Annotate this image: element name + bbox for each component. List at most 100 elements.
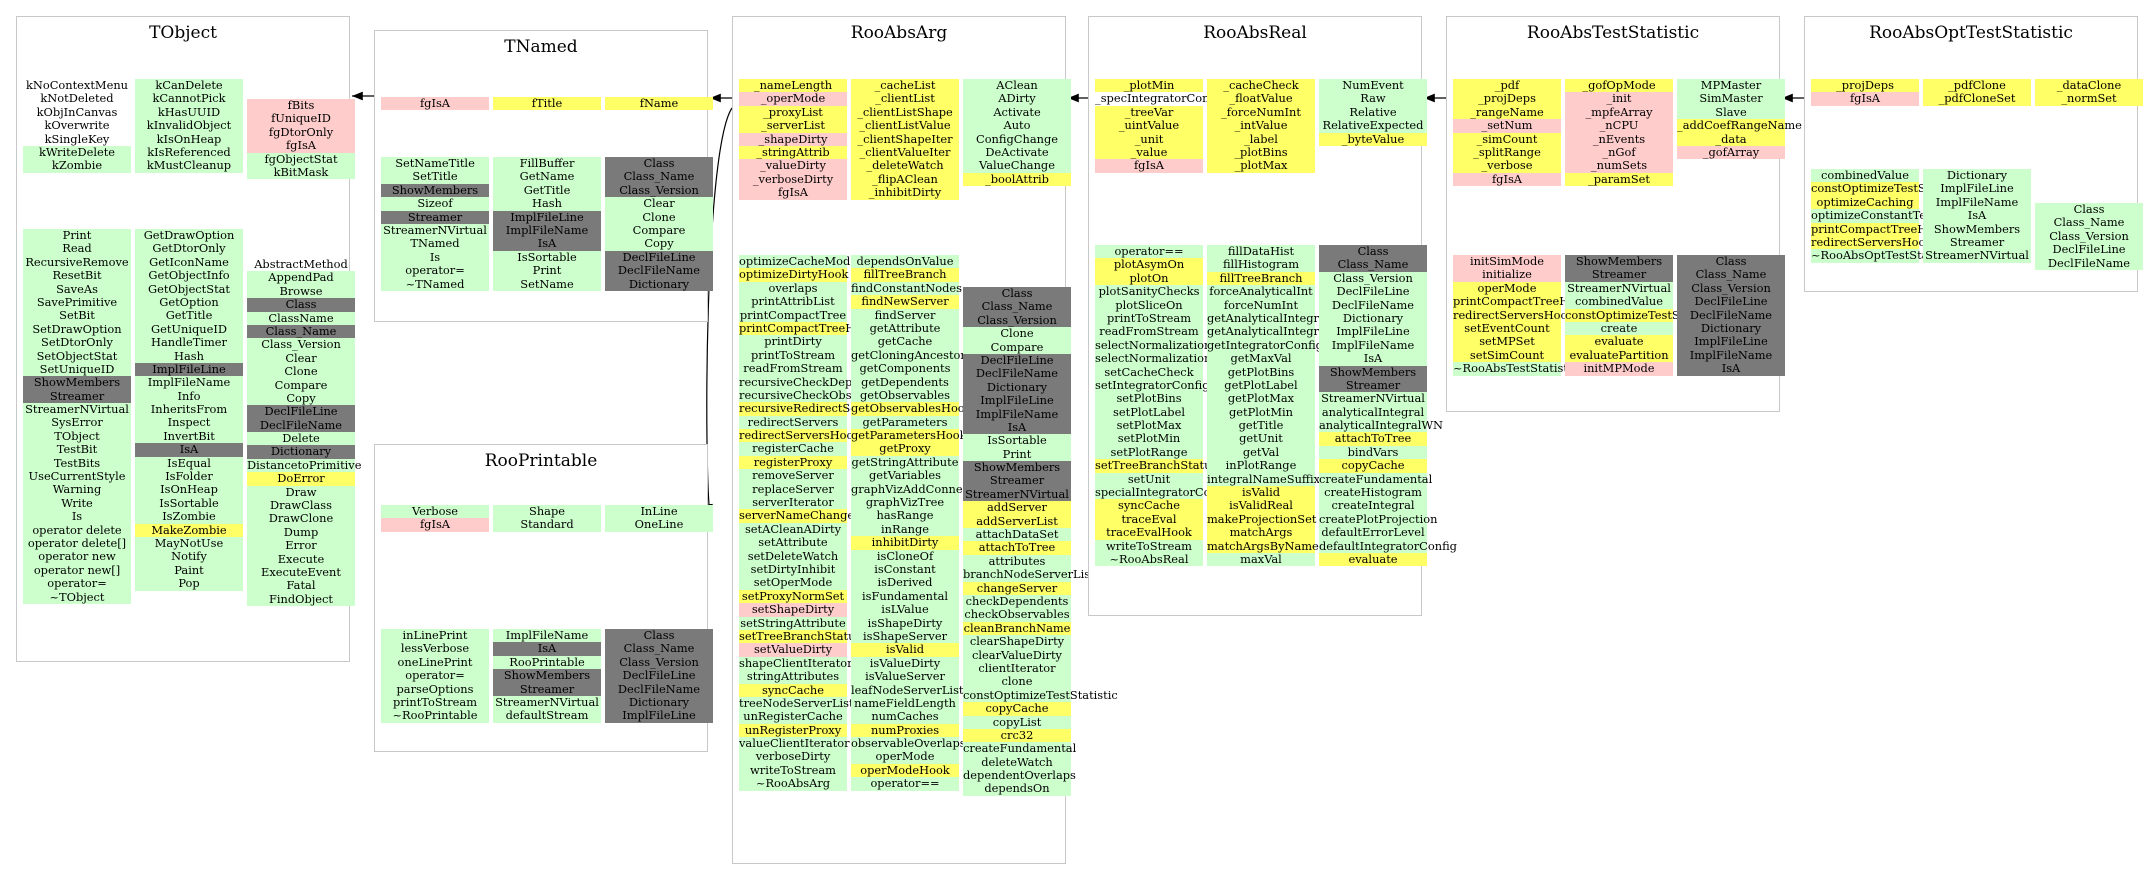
class-member: Is	[381, 250, 489, 265]
class-member: _gofArray	[1677, 145, 1785, 160]
class-member: Clone	[247, 364, 355, 379]
class-member: fgIsA	[247, 138, 355, 153]
class-member: operator new[]	[23, 563, 131, 578]
class-member: getCloningAncestors	[851, 347, 972, 363]
class-member: getDependents	[851, 375, 959, 389]
member-column: Class Class_Name Class_Version Clone Compare…	[963, 286, 1118, 796]
class-title: RooPrintable	[484, 451, 598, 471]
class-member: DeclFileLine	[963, 353, 1071, 368]
class-member: plotSanityChecks	[1095, 284, 1203, 299]
class-member: StreamerNVirtual	[1319, 391, 1427, 406]
class-member: Streamer	[963, 474, 1071, 488]
class-member: DeclFileName	[2035, 256, 2143, 270]
class-member: Clear	[605, 196, 713, 211]
class-member: OneLine	[605, 517, 713, 532]
class-member: ImplFileLine	[605, 708, 713, 723]
class-member: kBitMask	[247, 165, 355, 180]
class-member: ShowMembers	[1923, 222, 2031, 236]
class-member: setStringAttribute	[739, 615, 847, 630]
class-member: kZombie	[23, 158, 131, 173]
class-member: constOptimizeTestStatistic	[963, 687, 1118, 703]
class-member: _projDeps	[1811, 78, 1919, 93]
class-member: ~RooAbsReal	[1095, 552, 1203, 567]
class-member: getCache	[851, 334, 959, 349]
class-member: branchNodeServerList	[963, 567, 1095, 582]
class-member: IsSortable	[493, 250, 601, 265]
class-member: Auto	[963, 118, 1071, 133]
class-member: operMode	[851, 750, 959, 764]
class-member: Dictionary	[1923, 168, 2031, 183]
class-member: Draw	[247, 485, 355, 500]
class-member: fName	[605, 96, 713, 111]
class-member: fgObjectStat	[247, 152, 355, 166]
class-member: _byteValue	[1319, 132, 1427, 146]
class-member: numCaches	[851, 709, 959, 724]
class-member: copyList	[963, 715, 1071, 729]
member-column: kCanDelete kCannotPick kHasUUID kInvalidObj…	[135, 78, 243, 173]
class-member: fTitle	[493, 96, 601, 111]
class-member: ImplFileName	[1923, 195, 2031, 210]
class-member: Dump	[247, 525, 355, 540]
member-column: _pdfClone _pdfCloneSet	[1923, 78, 2031, 106]
class-member: Dictionary	[1677, 321, 1785, 336]
class-member: operMode	[1453, 281, 1561, 296]
member-column: dependsOnValue fillTreeBranch findConstant…	[851, 254, 997, 791]
class-member: GetObjectStat	[135, 282, 243, 296]
class-member: Warning	[23, 483, 131, 497]
class-member: setTreeBranchStatus	[1095, 458, 1218, 473]
class-title: TObject	[149, 23, 217, 43]
class-member: Error	[247, 538, 355, 553]
class-member: getAnalyticalIntegralWN	[1207, 324, 1352, 339]
class-member: analyticalIntegral	[1319, 405, 1427, 420]
class-title: RooAbsTestStatistic	[1526, 23, 1700, 43]
class-member: SaveAs	[23, 282, 131, 296]
class-member: IsA	[493, 236, 601, 251]
class-member: SetNameTitle	[381, 156, 489, 171]
class-member: DoError	[247, 471, 355, 486]
class-member: GetName	[493, 169, 601, 184]
class-member: kSingleKey	[44, 131, 110, 146]
class-rooabsteststatistic: RooAbsTestStatistic _pdf _projDeps _rangeN…	[1446, 16, 1802, 412]
class-member: DeclFileName	[605, 682, 713, 696]
class-member: Info	[135, 389, 243, 404]
class-member: GetIconName	[135, 255, 243, 270]
class-member: Delete	[247, 431, 355, 446]
class-member: SetName	[493, 277, 601, 291]
class-member: setACleanADirty	[739, 522, 847, 537]
class-member: _stringAttrib	[739, 145, 847, 160]
class-member: overlaps	[739, 281, 847, 296]
class-member: Class	[963, 286, 1071, 301]
class-member: attachToTree	[963, 541, 1071, 555]
class-member: Streamer	[1319, 378, 1427, 393]
class-member: cleanBranchName	[963, 620, 1071, 636]
class-title: RooAbsArg	[850, 23, 948, 43]
class-member: ImplFileLine	[135, 362, 243, 377]
class-member: create	[1565, 321, 1673, 336]
class-member: InvertBit	[135, 429, 243, 444]
class-member: kIsReferenced	[135, 145, 243, 160]
class-member: ShowMembers	[1565, 254, 1673, 269]
class-member: removeServer	[739, 468, 847, 483]
class-member: inPlotRange	[1207, 458, 1315, 473]
class-member: valueClientIterator	[739, 736, 850, 751]
class-member: kCanDelete	[135, 78, 243, 93]
class-member: nameFieldLength	[851, 696, 959, 711]
class-member: Class_Name	[605, 641, 713, 656]
class-member: ~RooAbsTestStatistic	[1453, 361, 1578, 376]
class-member: verboseDirty	[739, 750, 847, 764]
class-member: _verboseDirty	[739, 172, 847, 187]
class-member: printAttribList	[739, 294, 847, 309]
class-member: InheritsFrom	[135, 402, 243, 417]
class-member: DeclFileName	[963, 366, 1071, 381]
class-member: IsA	[1319, 351, 1427, 366]
class-member: optimizeDirtyHook	[739, 267, 849, 282]
class-member: UseCurrentStyle	[23, 469, 131, 484]
class-member: unRegisterProxy	[739, 723, 847, 738]
class-member: fgIsA	[1453, 172, 1561, 187]
member-column: combinedValue constOptimizeTestStatistic o…	[1811, 168, 1966, 263]
class-member: getTitle	[1207, 418, 1315, 433]
class-member: _clientList	[851, 91, 959, 106]
class-member: leafNodeServerList	[851, 682, 964, 697]
class-title: TNamed	[504, 37, 578, 57]
class-member: fillDataHist	[1207, 244, 1315, 259]
